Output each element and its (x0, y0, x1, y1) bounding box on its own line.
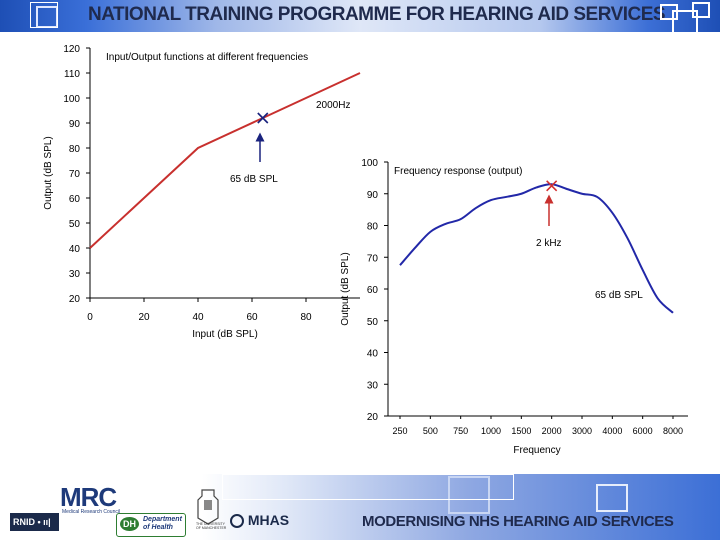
freq-x-axis-label: Frequency (513, 445, 560, 456)
freq-x-tick-label: 4000 (602, 426, 622, 436)
io-y-tick-label: 80 (69, 144, 81, 155)
mhas-logo: MHAS (230, 512, 290, 529)
header-square-decoration (30, 2, 58, 28)
io-x-tick-label: 40 (192, 312, 204, 323)
freq-x-tick-label: 250 (392, 426, 407, 436)
freq-y-tick-label: 50 (367, 317, 379, 328)
header-square-decoration (692, 2, 710, 18)
freq-level-label: 65 dB SPL (595, 290, 643, 301)
header-square-decoration (672, 10, 698, 34)
freq-y-tick-label: 30 (367, 380, 379, 391)
header-banner: NATIONAL TRAINING PROGRAMME FOR HEARING … (0, 0, 720, 34)
io-y-tick-label: 60 (69, 194, 81, 205)
io-marker-x (257, 112, 269, 124)
io-level-label: 65 dB SPL (230, 174, 278, 185)
io-x-tick-label: 0 (87, 312, 93, 323)
mhas-logo-text: MHAS (247, 512, 290, 528)
mhas-circle-icon (230, 514, 244, 529)
freq-x-tick-label: 2000 (542, 426, 562, 436)
io-y-tick-label: 20 (69, 294, 81, 305)
io-y-tick-label: 40 (69, 244, 81, 255)
freq-chart-title: Frequency response (output) (394, 166, 522, 177)
io-x-axis-label: Input (dB SPL) (192, 329, 258, 340)
freq-x-tick-label: 3000 (572, 426, 592, 436)
rnid-logo-mark: • ıı| (37, 517, 51, 527)
freq-y-tick-label: 90 (367, 190, 379, 201)
io-marker-stroke (257, 112, 269, 124)
io-chart-title: Input/Output functions at different freq… (106, 52, 308, 63)
dh-logo-mark: DH (120, 517, 139, 531)
freq-response-line (399, 183, 674, 314)
university-logo: THE UNIVERSITY OF MANCHESTER (190, 488, 226, 534)
freq-x-tick-label: 8000 (663, 426, 683, 436)
freq-y-axis-label: Output (dB SPL) (340, 252, 351, 325)
io-plot-area (90, 48, 360, 298)
freq-x-tick-label: 6000 (633, 426, 653, 436)
io-x-tick-label: 20 (138, 312, 150, 323)
freq-marker-x (546, 180, 558, 192)
footer-title: MODERNISING NHS HEARING AID SERVICES (362, 513, 674, 530)
freq-plot-area (388, 162, 688, 416)
freq-x-tick-label: 500 (423, 426, 438, 436)
freq-y-tick-label: 40 (367, 349, 379, 360)
mrc-logo: MRC (60, 482, 117, 513)
freq-y-tick-label: 100 (361, 158, 378, 169)
freq-y-tick-label: 60 (367, 285, 379, 296)
mrc-subtitle: Medical Research Council (62, 509, 121, 515)
footer-square-decoration (448, 476, 490, 514)
io-x-tick-label: 60 (246, 312, 258, 323)
university-crest-icon (197, 489, 219, 525)
io-y-axis-label: Output (dB SPL) (43, 136, 54, 209)
freq-x-tick-label: 1500 (511, 426, 531, 436)
charts-canvas: Input/Output functions at different freq… (43, 44, 688, 456)
freq-marker-stroke (546, 180, 558, 192)
io-y-tick-label: 50 (69, 219, 81, 230)
freq-y-tick-label: 80 (367, 222, 379, 233)
rnid-logo: RNID • ıı| (10, 513, 59, 531)
dh-logo-text: Department of Health (143, 516, 182, 531)
header-square-decoration (660, 4, 678, 20)
freq-x-tick-label: 1000 (481, 426, 501, 436)
freq-y-tick-label: 70 (367, 253, 379, 264)
io-x-tick-label: 80 (300, 312, 312, 323)
io-y-tick-label: 30 (69, 269, 81, 280)
freq-x-tick-label: 750 (453, 426, 468, 436)
io-y-tick-label: 120 (63, 44, 80, 55)
rnid-logo-text: RNID (13, 517, 35, 527)
freq-y-tick-label: 20 (367, 412, 379, 423)
mrc-logo-text: MRC (60, 482, 117, 512)
io-series-label: 2000Hz (316, 100, 350, 111)
freq-marker-label: 2 kHz (536, 238, 562, 249)
header-title: NATIONAL TRAINING PROGRAMME FOR HEARING … (88, 4, 666, 25)
university-logo-text: THE UNIVERSITY OF MANCHESTER (196, 522, 227, 530)
freq-chart: Frequency response (output) 20 30 40 50 60 70… (340, 158, 688, 456)
io-y-tick-label: 90 (69, 119, 81, 130)
io-chart: Input/Output functions at different freq… (43, 44, 361, 340)
io-y-tick-label: 100 (63, 94, 80, 105)
footer-square-decoration (596, 484, 628, 512)
footer-square-decoration (222, 474, 514, 500)
dh-logo: DH Department of Health (116, 513, 186, 537)
io-y-tick-label: 110 (64, 69, 80, 80)
io-line-2000hz (89, 72, 361, 249)
io-y-tick-label: 70 (69, 169, 81, 180)
